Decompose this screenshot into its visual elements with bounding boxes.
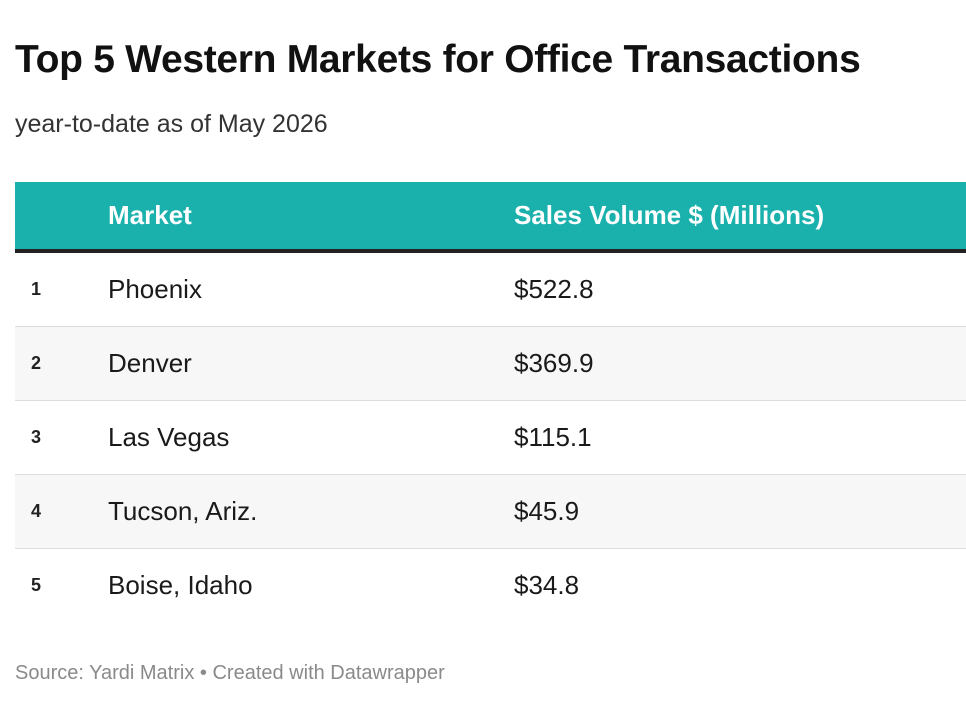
sales-volume-cell: $34.8 [514,570,580,600]
market-cell: Tucson, Ariz. [108,496,258,526]
footer-separator: • [199,662,207,684]
sales-volume-cell: $369.9 [514,348,594,378]
table-row: 5 Boise, Idaho $34.8 [15,549,966,622]
market-cell: Phoenix [108,274,202,304]
table-header: Market Sales Volume $ (Millions) [15,182,966,253]
chart-footer: Source: Yardi Matrix • Created with Data… [15,662,445,685]
credit-note: Created with Datawrapper [212,662,445,684]
source-note: Source: Yardi Matrix [15,662,195,684]
sales-volume-cell: $45.9 [514,496,580,526]
market-cell: Boise, Idaho [108,570,253,600]
rank-cell: 1 [31,279,42,299]
market-cell: Denver [108,348,192,378]
table-row: 4 Tucson, Ariz. $45.9 [15,475,966,549]
column-header-market: Market [108,200,192,230]
chart-title: Top 5 Western Markets for Office Transac… [15,38,861,81]
table-row: 3 Las Vegas $115.1 [15,401,966,475]
data-table: Market Sales Volume $ (Millions) 1 Phoen… [15,182,966,622]
sales-volume-cell: $522.8 [514,274,594,304]
chart-subtitle: year-to-date as of May 2026 [15,110,328,138]
market-cell: Las Vegas [108,422,230,452]
table-row: 2 Denver $369.9 [15,327,966,401]
rank-cell: 3 [31,427,42,447]
rank-cell: 2 [31,353,42,373]
table-row: 1 Phoenix $522.8 [15,253,966,327]
sales-volume-cell: $115.1 [514,422,592,452]
rank-cell: 4 [31,501,42,521]
column-header-sales-volume: Sales Volume $ (Millions) [514,200,825,230]
rank-cell: 5 [31,575,42,595]
